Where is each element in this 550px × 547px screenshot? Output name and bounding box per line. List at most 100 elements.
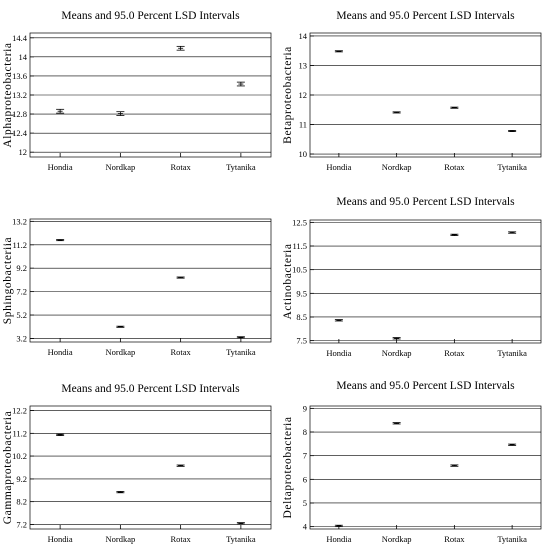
x-tick-label: Rotax bbox=[444, 162, 465, 172]
plot-frame bbox=[29, 405, 272, 530]
interval-mark-tytanika bbox=[508, 130, 517, 133]
y-tick-label: 11 bbox=[299, 120, 307, 130]
x-tick-label: Rotax bbox=[170, 347, 191, 357]
x-tick-label: Nordkap bbox=[382, 348, 412, 358]
x-tick-label: Tytanika bbox=[226, 347, 256, 357]
y-tick-label: 13 bbox=[299, 60, 308, 70]
chart-title: Means and 95.0 Percent LSD Intervals bbox=[336, 10, 515, 22]
y-tick-label: 5 bbox=[303, 498, 307, 508]
interval-mark-tytanika bbox=[508, 231, 517, 234]
chart-title: Means and 95.0 Percent LSD Intervals bbox=[61, 383, 240, 395]
interval-mark-rotax bbox=[176, 45, 185, 51]
y-tick-label: 6 bbox=[303, 474, 307, 484]
interval-mark-nordkap bbox=[392, 337, 401, 340]
x-tick-label: Tytanika bbox=[497, 534, 527, 544]
x-tick-label: Nordkap bbox=[106, 534, 136, 544]
y-tick-label: 12.8 bbox=[12, 109, 27, 119]
chart-panel-4: Means and 95.0 Percent LSD Intervals Acti… bbox=[282, 196, 542, 358]
y-tick-label: 12 bbox=[299, 90, 308, 100]
interval-mark-rotax bbox=[176, 464, 185, 467]
y-tick-label: 9.2 bbox=[16, 263, 27, 273]
interval-mark-rotax bbox=[176, 276, 185, 279]
y-tick-label: 9.5 bbox=[296, 288, 307, 298]
y-tick-label: 3.2 bbox=[16, 333, 27, 343]
y-tick-label: 12.4 bbox=[12, 128, 28, 138]
x-tick-label: Hondia bbox=[48, 347, 73, 357]
y-tick-label: 11.5 bbox=[292, 241, 307, 251]
y-tick-label: 9 bbox=[303, 403, 307, 413]
plot-frame bbox=[29, 218, 272, 343]
interval-mark-tytanika bbox=[236, 81, 245, 87]
chart-panel-2: Means and 95.0 Percent LSD Intervals Beta… bbox=[282, 10, 542, 172]
x-tick-label: Nordkap bbox=[106, 347, 136, 357]
x-tick-label: Hondia bbox=[326, 162, 351, 172]
plot-frame bbox=[309, 405, 542, 530]
y-axis-label: Actinobacteria bbox=[282, 243, 294, 319]
plot-frame bbox=[309, 219, 542, 344]
interval-mark-tytanika bbox=[508, 443, 517, 446]
x-tick-label: Rotax bbox=[444, 534, 465, 544]
x-tick-label: Hondia bbox=[326, 534, 351, 544]
plot-frame bbox=[309, 32, 542, 158]
y-tick-label: 12.5 bbox=[292, 217, 307, 227]
y-tick-label: 10.5 bbox=[292, 265, 307, 275]
interval-mark-nordkap bbox=[116, 111, 125, 116]
y-tick-label: 7.2 bbox=[16, 519, 27, 529]
y-tick-label: 7 bbox=[303, 451, 307, 461]
interval-mark-rotax bbox=[450, 106, 459, 109]
plot-frame bbox=[29, 32, 272, 158]
y-axis-label: Gammaproteobacteria bbox=[2, 411, 14, 525]
x-tick-label: Nordkap bbox=[382, 534, 412, 544]
x-tick-label: Rotax bbox=[444, 348, 465, 358]
y-tick-label: 13.2 bbox=[12, 90, 27, 100]
y-tick-label: 11.2 bbox=[12, 428, 27, 438]
chart-title: Means and 95.0 Percent LSD Intervals bbox=[336, 196, 515, 208]
interval-mark-rotax bbox=[450, 464, 459, 467]
y-tick-label: 12.2 bbox=[12, 406, 27, 416]
interval-mark-nordkap bbox=[392, 422, 401, 425]
x-tick-label: Nordkap bbox=[382, 162, 412, 172]
interval-mark-hondia bbox=[56, 433, 65, 437]
y-tick-label: 12 bbox=[19, 147, 28, 157]
interval-mark-tytanika bbox=[236, 336, 245, 339]
y-tick-label: 10.2 bbox=[12, 451, 27, 461]
y-tick-label: 7.5 bbox=[296, 336, 307, 346]
chart-panel-5: Means and 95.0 Percent LSD Intervals Gamm… bbox=[2, 383, 272, 544]
interval-mark-hondia bbox=[56, 239, 65, 242]
interval-mark-nordkap bbox=[392, 111, 401, 114]
y-tick-label: 14 bbox=[19, 52, 28, 62]
y-tick-label: 4 bbox=[303, 522, 308, 532]
interval-mark-hondia bbox=[334, 524, 343, 528]
interval-mark-nordkap bbox=[116, 491, 125, 494]
chart-title: Means and 95.0 Percent LSD Intervals bbox=[61, 10, 240, 22]
chart-title: Means and 95.0 Percent LSD Intervals bbox=[336, 380, 515, 392]
chart-panel-1: Means and 95.0 Percent LSD Intervals Alph… bbox=[2, 10, 272, 172]
interval-mark-nordkap bbox=[116, 325, 125, 328]
y-tick-label: 7.2 bbox=[16, 287, 27, 297]
y-tick-label: 11.2 bbox=[12, 240, 27, 250]
y-tick-label: 8.5 bbox=[296, 312, 307, 322]
x-tick-label: Hondia bbox=[48, 534, 73, 544]
y-tick-label: 5.2 bbox=[16, 310, 27, 320]
interval-mark-hondia bbox=[334, 319, 343, 322]
interval-mark-tytanika bbox=[236, 522, 245, 525]
x-tick-label: Tytanika bbox=[226, 162, 256, 172]
x-tick-label: Rotax bbox=[170, 534, 191, 544]
x-tick-label: Tytanika bbox=[497, 162, 527, 172]
chart-panel-6: Means and 95.0 Percent LSD Intervals Delt… bbox=[282, 380, 542, 544]
y-axis-label: Betaproteobacteria bbox=[282, 46, 294, 144]
x-tick-label: Hondia bbox=[48, 162, 73, 172]
y-tick-label: 13.6 bbox=[12, 71, 27, 81]
x-tick-label: Tytanika bbox=[226, 534, 256, 544]
y-tick-label: 10 bbox=[299, 149, 308, 159]
interval-mark-hondia bbox=[56, 108, 65, 114]
y-tick-label: 9.2 bbox=[16, 474, 27, 484]
interval-mark-rotax bbox=[450, 233, 459, 237]
y-tick-label: 14.4 bbox=[12, 33, 28, 43]
x-tick-label: Nordkap bbox=[106, 162, 136, 172]
y-axis-label: Deltaproteobacteria bbox=[282, 416, 294, 518]
y-tick-label: 14 bbox=[299, 31, 308, 41]
x-tick-label: Rotax bbox=[170, 162, 191, 172]
